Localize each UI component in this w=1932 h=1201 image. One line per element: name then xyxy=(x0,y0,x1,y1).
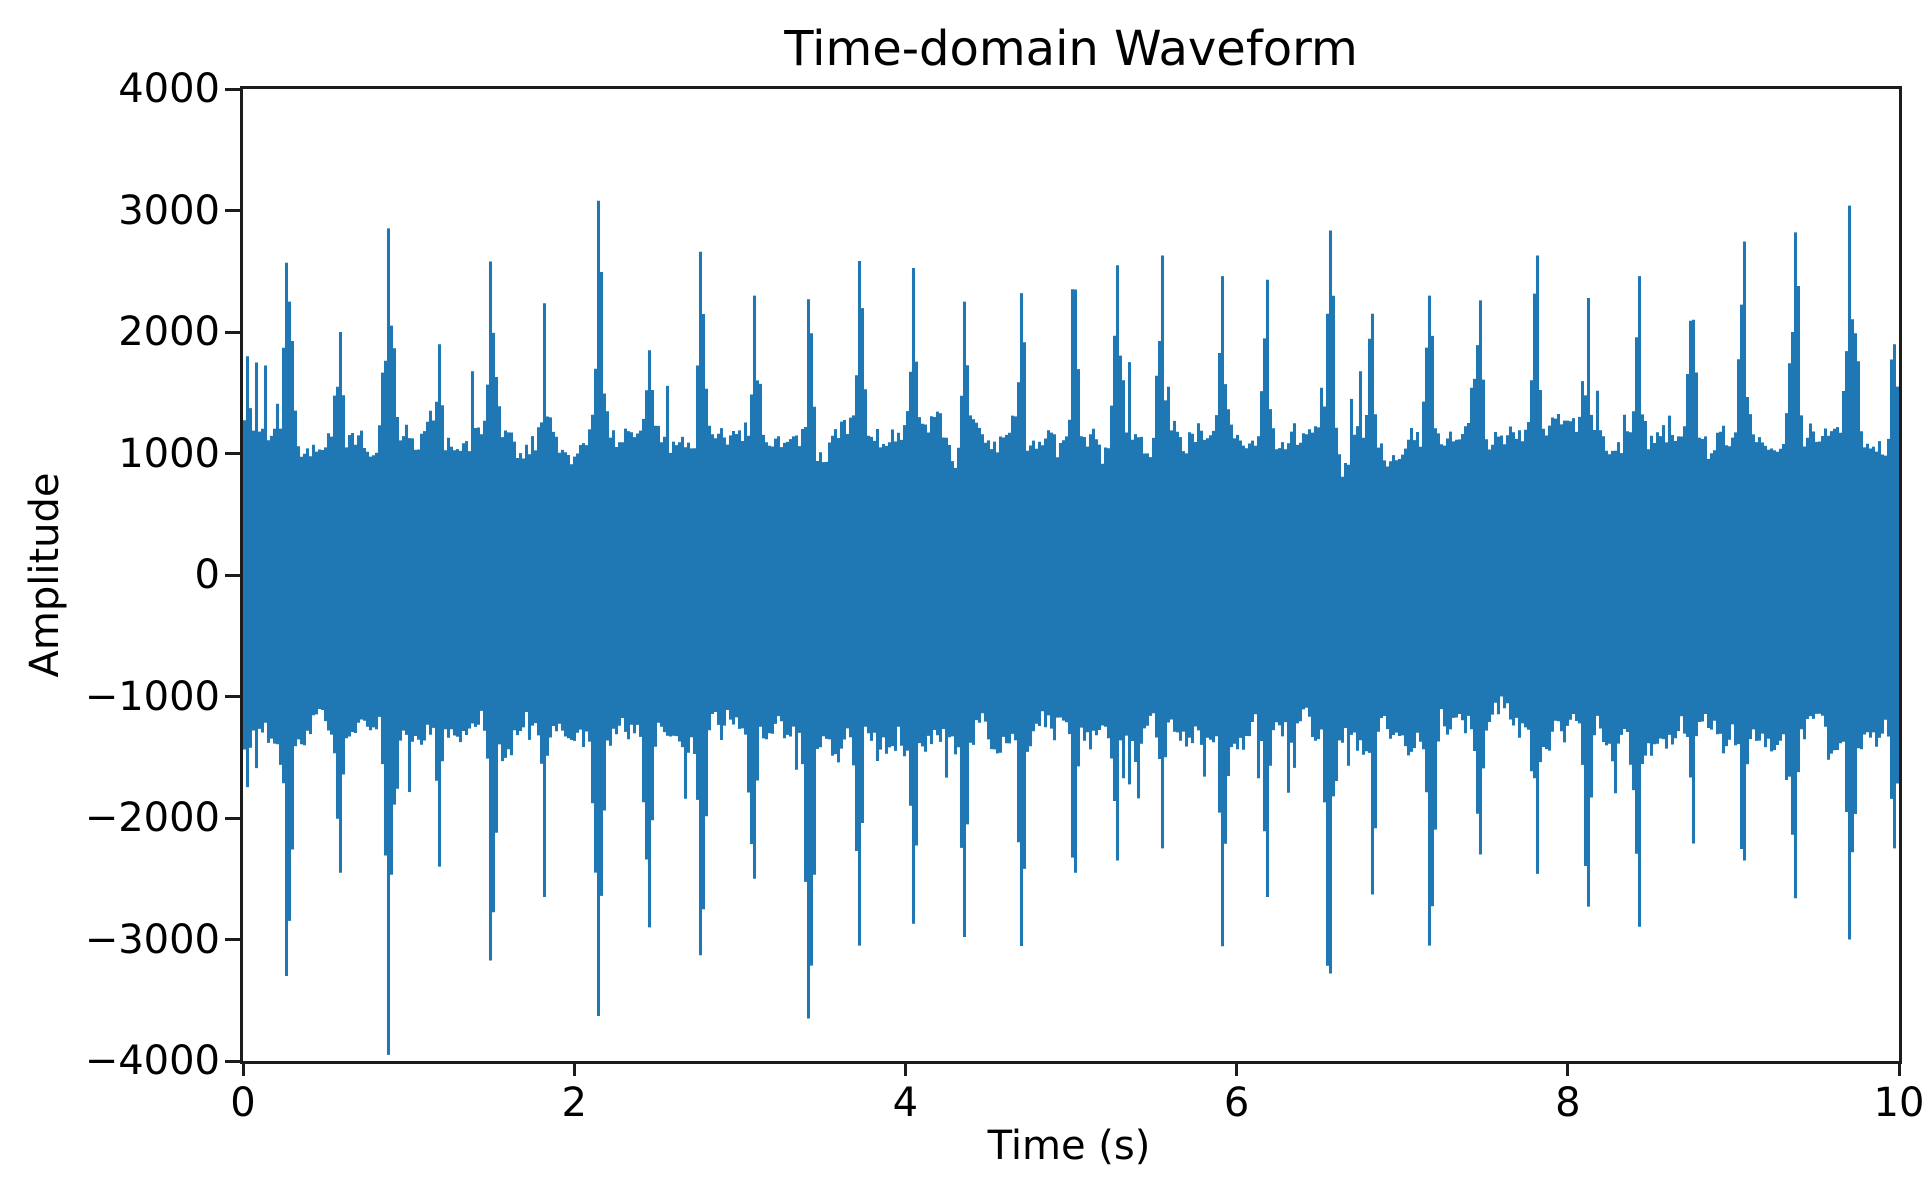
x-tick-label: 10 xyxy=(1873,1080,1925,1126)
x-tick-label: 6 xyxy=(1223,1080,1250,1126)
y-tick-label: −4000 xyxy=(84,1038,220,1084)
y-tick-label: −3000 xyxy=(84,916,220,963)
y-tick-label: 2000 xyxy=(118,309,220,355)
y-tick-mark xyxy=(225,938,240,941)
plot-area xyxy=(240,86,1902,1064)
y-tick-mark xyxy=(225,87,240,91)
x-tick-mark xyxy=(1566,1061,1570,1076)
y-tick-label: −1000 xyxy=(84,673,220,720)
y-tick-label: −2000 xyxy=(84,795,220,841)
x-tick-mark xyxy=(1897,1061,1901,1076)
y-tick-mark xyxy=(225,330,240,334)
x-axis-label: Time (s) xyxy=(987,1123,1151,1169)
chart-title: Time-domain Waveform xyxy=(784,21,1358,77)
x-tick-mark xyxy=(241,1061,245,1076)
y-tick-mark xyxy=(225,209,240,212)
y-tick-mark xyxy=(225,816,240,820)
x-tick-mark xyxy=(1235,1061,1239,1076)
y-tick-mark xyxy=(225,1059,240,1063)
y-tick-label: 3000 xyxy=(118,187,220,234)
y-tick-mark xyxy=(225,573,240,577)
x-tick-mark xyxy=(903,1061,907,1076)
y-tick-label: 4000 xyxy=(118,66,220,112)
y-tick-mark xyxy=(225,695,240,698)
y-tick-label: 1000 xyxy=(118,430,220,477)
waveform-series xyxy=(243,200,1899,1055)
x-tick-label: 4 xyxy=(892,1080,919,1126)
y-tick-label: 0 xyxy=(194,552,220,598)
waveform-canvas xyxy=(243,200,1899,1055)
x-tick-label: 8 xyxy=(1555,1080,1581,1126)
x-tick-label: 0 xyxy=(230,1080,256,1126)
y-tick-mark xyxy=(225,452,240,455)
x-tick-label: 2 xyxy=(561,1080,587,1126)
x-tick-mark xyxy=(572,1061,576,1076)
